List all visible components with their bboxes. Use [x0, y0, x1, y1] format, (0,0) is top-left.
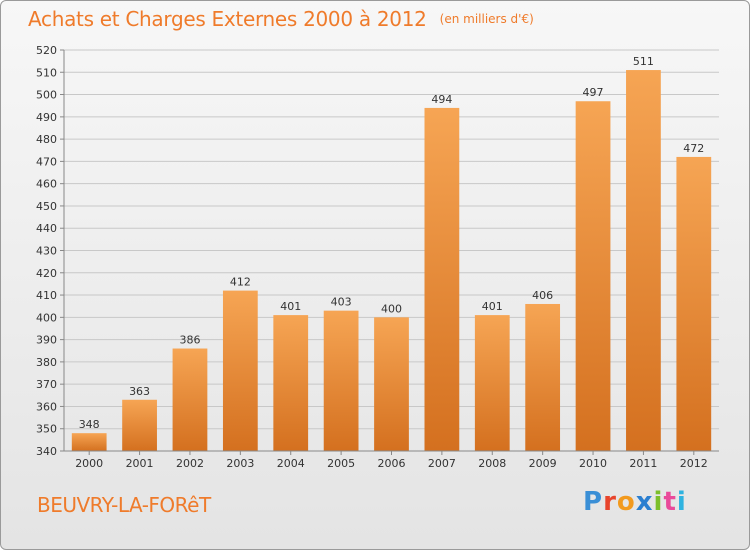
bar-2002: [172, 348, 208, 451]
value-label: 406: [532, 289, 553, 302]
x-tick-label: 2000: [75, 457, 103, 470]
y-tick-label: 350: [36, 423, 57, 436]
x-axis-ticks: 2000 2001 2002 2003 2004 2005 2006 2007 2008 2009…: [75, 451, 708, 470]
y-tick-label: 370: [36, 378, 57, 391]
x-tick-label: 2010: [579, 457, 607, 470]
y-tick-label: 400: [36, 311, 57, 324]
y-tick-label: 510: [36, 66, 57, 79]
bar-2005: [323, 310, 359, 451]
value-label: 511: [633, 55, 654, 68]
value-label: 494: [431, 93, 452, 106]
proxiti-logo: Proxiti: [583, 487, 687, 517]
y-tick-label: 490: [36, 111, 57, 124]
y-tick-label: 430: [36, 245, 57, 258]
commune-name: BEUVRY-LA-FORêT: [37, 493, 211, 517]
x-tick-label: 2012: [680, 457, 708, 470]
logo-letter: o: [616, 487, 636, 517]
x-tick-label: 2007: [428, 457, 456, 470]
value-label: 348: [79, 418, 100, 431]
bar-2011: [626, 70, 661, 452]
logo-letter: x: [635, 487, 654, 517]
chart-title: Achats et Charges Externes 2000 à 2012: [28, 7, 427, 31]
y-tick-label: 500: [36, 89, 57, 102]
x-tick-label: 2005: [327, 457, 355, 470]
bar-2006: [374, 317, 409, 451]
value-label: 497: [583, 86, 604, 99]
logo-letter: r: [603, 487, 617, 517]
bar-2001: [122, 399, 157, 451]
logo-letter: t: [663, 487, 677, 517]
x-tick-label: 2011: [629, 457, 657, 470]
value-label: 386: [179, 334, 200, 347]
x-tick-label: 2009: [529, 457, 557, 470]
bar-2008: [474, 315, 510, 451]
value-label: 403: [331, 296, 352, 309]
y-tick-label: 410: [36, 289, 57, 302]
title-row: Achats et Charges Externes 2000 à 2012 (…: [28, 7, 534, 31]
y-tick-label: 460: [36, 178, 57, 191]
x-tick-label: 2006: [378, 457, 406, 470]
value-label: 401: [482, 300, 503, 313]
y-tick-label: 360: [36, 400, 57, 413]
bar-2003: [222, 290, 258, 451]
logo-letter: P: [583, 487, 604, 517]
y-tick-label: 390: [36, 334, 57, 347]
y-tick-label: 450: [36, 200, 57, 213]
value-label: 400: [381, 302, 402, 315]
value-label: 363: [129, 385, 150, 398]
y-tick-label: 480: [36, 133, 57, 146]
value-label: 472: [683, 142, 704, 155]
x-tick-label: 2002: [176, 457, 204, 470]
y-tick-label: 440: [36, 222, 57, 235]
x-tick-label: 2001: [126, 457, 154, 470]
logo-letter: i: [676, 487, 687, 517]
y-tick-label: 340: [36, 445, 57, 458]
bar-2004: [273, 315, 309, 451]
y-tick-label: 470: [36, 155, 57, 168]
y-tick-label: 380: [36, 356, 57, 369]
value-label: 401: [280, 300, 301, 313]
logo-letter: i: [653, 487, 664, 517]
bar-2010: [575, 101, 611, 451]
bar-2012: [676, 156, 712, 451]
y-tick-label: 420: [36, 267, 57, 280]
x-tick-label: 2003: [226, 457, 254, 470]
bar-2009: [525, 303, 561, 451]
y-tick-label: 520: [36, 44, 57, 57]
bars: [71, 70, 712, 452]
chart-unit: (en milliers d'€): [439, 12, 534, 26]
value-labels: 348 363 386 412 401 403 400 494 401 406 497 511 472: [79, 55, 705, 431]
value-label: 412: [230, 276, 251, 289]
y-axis-ticks: 340 350 360 370 380 390 400 410 420 430 440 450 460 4…: [36, 44, 64, 458]
x-tick-label: 2008: [478, 457, 506, 470]
bar-2007: [424, 107, 460, 451]
x-tick-label: 2004: [277, 457, 305, 470]
bar-2000: [71, 433, 107, 451]
